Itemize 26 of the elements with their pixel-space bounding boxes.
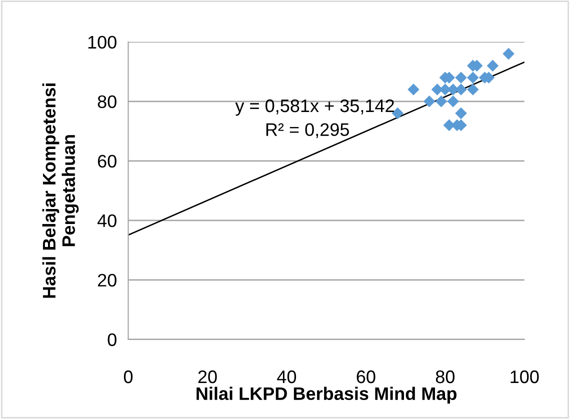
y-tick-label: 60 (98, 154, 116, 168)
point (447, 96, 459, 108)
x-tick-label: 100 (510, 370, 539, 384)
point (408, 84, 420, 96)
y-tick-label: 40 (97, 214, 116, 228)
y-tick-label: 80 (98, 95, 116, 108)
point (455, 72, 467, 84)
annotation: y = 0,581x + 35,142 (235, 99, 394, 116)
point (467, 72, 479, 84)
point (486, 60, 499, 72)
point (423, 96, 436, 108)
x-tick-label: 20 (198, 370, 217, 384)
point (455, 107, 467, 120)
x-tick-label: 60 (356, 370, 376, 384)
y-tick-label: 100 (88, 36, 116, 49)
y-tick-label: 0 (108, 333, 116, 346)
x-tick-label: 40 (277, 370, 296, 384)
y-axis-title: Hasil Belajar Kompetensi Pengetahuan (42, 84, 79, 298)
y-tick-label: 20 (98, 274, 116, 287)
annotation: R² = 0,295 (266, 123, 349, 138)
x-tick-label: 0 (124, 370, 133, 384)
x-axis-title: Nilai LKPD Berbasis Mind Map (196, 386, 457, 404)
point (502, 48, 514, 60)
point (467, 84, 479, 96)
x-tick-label: 80 (436, 370, 455, 384)
point (435, 96, 448, 108)
